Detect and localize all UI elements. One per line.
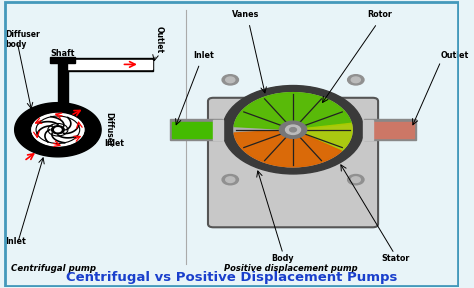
Text: Rotor: Rotor xyxy=(367,10,392,19)
Text: Centrifugal pump: Centrifugal pump xyxy=(11,264,96,273)
Circle shape xyxy=(55,128,61,132)
Text: Body: Body xyxy=(272,254,294,263)
Polygon shape xyxy=(293,123,352,151)
Polygon shape xyxy=(60,65,68,113)
Polygon shape xyxy=(60,58,154,71)
Text: Inlet: Inlet xyxy=(105,139,125,148)
Text: Outlet: Outlet xyxy=(441,52,469,60)
Text: Diffuser: Diffuser xyxy=(105,112,114,147)
Circle shape xyxy=(351,177,360,183)
Circle shape xyxy=(222,86,364,174)
Text: Stator: Stator xyxy=(381,254,410,263)
Circle shape xyxy=(226,177,235,183)
Circle shape xyxy=(52,126,64,134)
Text: Inlet: Inlet xyxy=(193,52,214,60)
Circle shape xyxy=(290,128,296,132)
Polygon shape xyxy=(363,120,373,140)
Polygon shape xyxy=(15,103,101,157)
Circle shape xyxy=(226,77,235,83)
Circle shape xyxy=(347,175,364,185)
Polygon shape xyxy=(365,122,414,138)
Polygon shape xyxy=(58,60,66,104)
Polygon shape xyxy=(213,120,223,140)
Polygon shape xyxy=(234,130,341,167)
Text: Positive displacement pump: Positive displacement pump xyxy=(224,264,357,273)
Polygon shape xyxy=(234,93,351,130)
Circle shape xyxy=(222,175,238,185)
FancyBboxPatch shape xyxy=(208,98,378,227)
Polygon shape xyxy=(172,122,222,138)
Text: Shaft: Shaft xyxy=(50,49,74,58)
Text: Centrifugal vs Positive Displacement Pumps: Centrifugal vs Positive Displacement Pum… xyxy=(66,271,397,284)
Polygon shape xyxy=(62,60,153,69)
Text: Outlet: Outlet xyxy=(155,26,164,53)
Circle shape xyxy=(222,75,238,85)
Circle shape xyxy=(234,93,352,167)
Text: Diffuser
body: Diffuser body xyxy=(6,30,40,49)
Circle shape xyxy=(32,113,84,146)
Polygon shape xyxy=(365,120,416,140)
Circle shape xyxy=(351,77,360,83)
Polygon shape xyxy=(170,120,222,140)
Polygon shape xyxy=(50,57,75,63)
Circle shape xyxy=(285,125,301,134)
Circle shape xyxy=(279,121,307,138)
Circle shape xyxy=(347,75,364,85)
Text: Vanes: Vanes xyxy=(232,10,259,19)
Text: Inlet: Inlet xyxy=(6,237,27,246)
